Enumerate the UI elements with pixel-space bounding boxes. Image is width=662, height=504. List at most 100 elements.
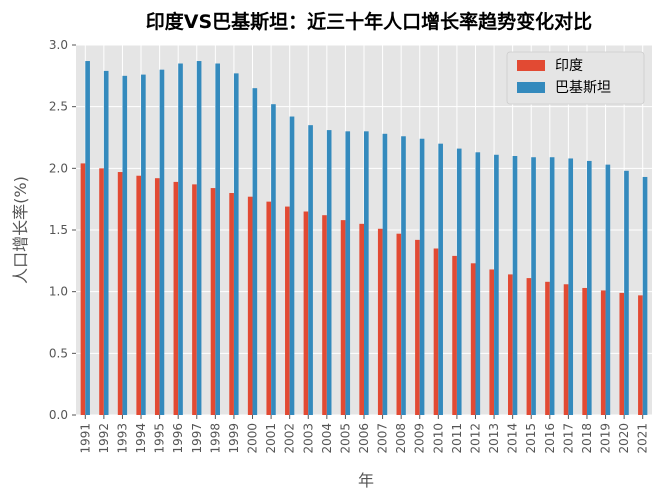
bar-pakistan-1994 [141, 74, 146, 415]
x-tick-label: 2006 [357, 423, 371, 454]
bar-pakistan-2007 [382, 133, 388, 416]
x-tick-label: 2004 [320, 423, 334, 454]
x-tick-label: 1998 [208, 423, 222, 454]
x-tick-label: 2010 [431, 423, 445, 454]
bar-pakistan-1997 [196, 61, 202, 416]
bar-pakistan-2003 [308, 125, 313, 416]
bar-pakistan-2014 [512, 156, 518, 415]
bar-pakistan-2020 [624, 170, 629, 415]
x-tick-label: 2003 [301, 423, 315, 454]
legend-swatch-pakistan [517, 82, 545, 93]
bar-india-1996 [173, 181, 179, 415]
bar-pakistan-1992 [103, 70, 109, 416]
bar-india-2001 [266, 201, 272, 415]
bar-pakistan-2018 [586, 160, 592, 415]
x-tick-label: 2012 [468, 423, 482, 454]
x-tick-label: 2014 [506, 423, 520, 454]
bar-india-2020 [619, 292, 625, 415]
bar-pakistan-2005 [345, 131, 351, 416]
y-tick-label: 0.0 [49, 408, 68, 422]
chart-title: 印度VS巴基斯坦：近三十年人口增长率趋势变化对比 [146, 10, 592, 33]
x-tick-label: 2008 [394, 423, 408, 454]
bar-india-2013 [489, 269, 495, 415]
bar-india-2012 [470, 263, 476, 415]
bar-india-1992 [99, 168, 104, 415]
bar-india-2014 [508, 274, 513, 415]
x-tick-label: 1999 [227, 423, 241, 454]
bar-india-2005 [340, 220, 346, 415]
x-tick-label: 2005 [338, 423, 352, 454]
bar-pakistan-2010 [438, 143, 443, 415]
x-tick-label: 1992 [97, 423, 111, 454]
bar-india-1994 [136, 175, 142, 415]
bar-pakistan-2012 [475, 152, 481, 416]
bar-pakistan-2021 [642, 176, 648, 415]
x-tick-label: 2019 [599, 423, 613, 454]
bar-india-2006 [359, 223, 364, 415]
x-tick-label: 2016 [543, 423, 557, 454]
bar-india-2004 [322, 215, 327, 415]
x-tick-label: 2001 [264, 423, 278, 454]
bar-india-1991 [80, 163, 86, 415]
x-tick-label: 2018 [580, 423, 594, 454]
bar-india-2007 [377, 228, 383, 415]
x-tick-label: 1995 [153, 423, 167, 454]
x-tick-label: 2011 [450, 423, 464, 454]
x-tick-label: 2007 [376, 423, 390, 454]
x-tick-label: 2000 [246, 423, 260, 454]
x-tick-label: 1994 [134, 423, 148, 454]
x-tick-label: 2020 [617, 423, 631, 454]
bar-india-2017 [563, 284, 569, 415]
bar-pakistan-2000 [252, 88, 258, 416]
y-tick-label: 0.5 [49, 346, 68, 360]
bar-india-2002 [285, 206, 290, 415]
bar-india-1997 [192, 184, 197, 415]
x-tick-label: 1996 [171, 423, 185, 454]
x-tick-label: 2021 [636, 423, 650, 454]
bar-pakistan-2016 [549, 157, 555, 415]
bar-india-1993 [117, 172, 123, 415]
bar-india-2011 [452, 255, 457, 415]
bar-pakistan-2006 [364, 131, 369, 416]
y-axis-label: 人口增长率(%) [11, 176, 30, 284]
bar-india-1999 [229, 193, 234, 415]
y-tick-label: 1.0 [49, 285, 68, 299]
bar-india-2010 [433, 248, 439, 415]
bar-india-1998 [210, 188, 216, 415]
x-tick-label: 1997 [190, 423, 204, 454]
bar-pakistan-2017 [568, 158, 574, 415]
legend-swatch-india [517, 60, 545, 71]
bar-pakistan-2011 [456, 148, 462, 415]
bar-pakistan-2004 [326, 130, 332, 415]
bar-india-2008 [396, 233, 402, 415]
bar-pakistan-2008 [401, 136, 406, 415]
x-tick-label: 2013 [487, 423, 501, 454]
bar-india-2016 [545, 281, 550, 415]
legend-label-india: 印度 [555, 58, 583, 74]
bar-india-2015 [526, 278, 532, 415]
bar-pakistan-2002 [289, 116, 295, 416]
bar-india-2019 [600, 290, 606, 415]
y-tick-label: 2.0 [49, 161, 68, 175]
bar-pakistan-1995 [159, 69, 165, 416]
bar-pakistan-1993 [122, 75, 128, 415]
bar-india-1995 [154, 178, 160, 415]
bar-india-2009 [415, 239, 420, 415]
bar-pakistan-2015 [531, 157, 536, 415]
x-axis-label: 年 [358, 471, 374, 490]
legend-label-pakistan: 巴基斯坦 [555, 79, 611, 96]
x-tick-label: 2002 [283, 423, 297, 454]
bar-pakistan-2009 [419, 138, 425, 415]
x-tick-label: 2017 [561, 423, 575, 454]
bar-india-2003 [303, 211, 309, 415]
bar-pakistan-1998 [215, 63, 220, 415]
y-tick-label: 3.0 [49, 38, 68, 52]
x-tick-label: 1991 [78, 423, 92, 454]
bar-pakistan-2001 [271, 104, 276, 415]
bar-pakistan-2019 [605, 164, 611, 415]
x-tick-label: 2009 [413, 423, 427, 454]
bar-india-2000 [247, 196, 253, 415]
plot-area: 0.0 0.5 1.0 1.5 2.0 2.5 3.0 1991 1992 1993 1994 199… [49, 38, 652, 454]
